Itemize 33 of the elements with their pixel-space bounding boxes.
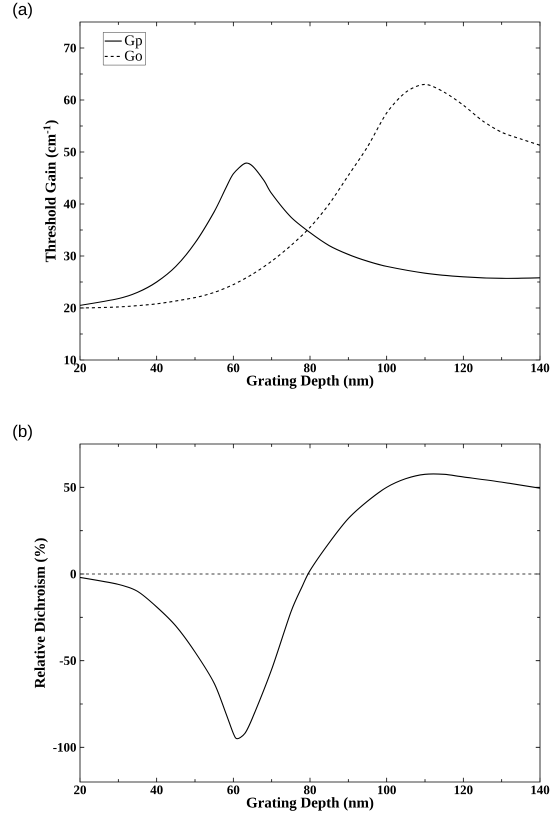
y-tick-label: 50 [64, 148, 76, 156]
x-tick-label: 20 [74, 786, 86, 794]
y-tick-label: 50 [64, 482, 76, 492]
x-tick-label: 40 [150, 786, 163, 794]
chart-title: (b) [13, 424, 32, 440]
x-tick-label: 100 [378, 786, 396, 794]
x-tick-label: 120 [454, 786, 473, 794]
y-tick-label: 70 [64, 44, 76, 52]
x-tick-label: 120 [454, 364, 473, 372]
legend-label: Gp [124, 35, 142, 48]
x-axis-title: Grating Depth (nm) [246, 375, 374, 389]
x-tick-label: 40 [150, 364, 163, 372]
y-tick-label: 10 [64, 356, 76, 364]
x-axis-title: Grating Depth (nm) [246, 797, 374, 811]
y-axis-title: Relative Dichroism (%) [34, 538, 48, 688]
x-tick-label: 80 [304, 786, 316, 794]
y-tick-label: 40 [64, 200, 76, 208]
x-tick-label: 140 [531, 364, 550, 372]
y-axis-title: Threshold Gain (cm$^{-1}$) [43, 120, 59, 262]
y-tick-label: 0 [70, 570, 76, 578]
x-tick-label: 60 [227, 364, 240, 372]
x-tick-label: 20 [74, 364, 86, 372]
y-tick-label: 20 [64, 304, 76, 312]
x-tick-label: 80 [304, 364, 316, 372]
y-tick-label: -50 [60, 656, 76, 666]
y-tick-label: -100 [53, 742, 76, 752]
chart-title: (a) [13, 2, 32, 18]
x-tick-label: 140 [531, 786, 550, 794]
x-tick-label: 60 [227, 786, 240, 794]
x-tick-label: 100 [378, 364, 396, 372]
legend-label: Go [124, 50, 142, 61]
y-tick-label: 60 [64, 96, 76, 104]
y-tick-label: 30 [64, 252, 76, 260]
